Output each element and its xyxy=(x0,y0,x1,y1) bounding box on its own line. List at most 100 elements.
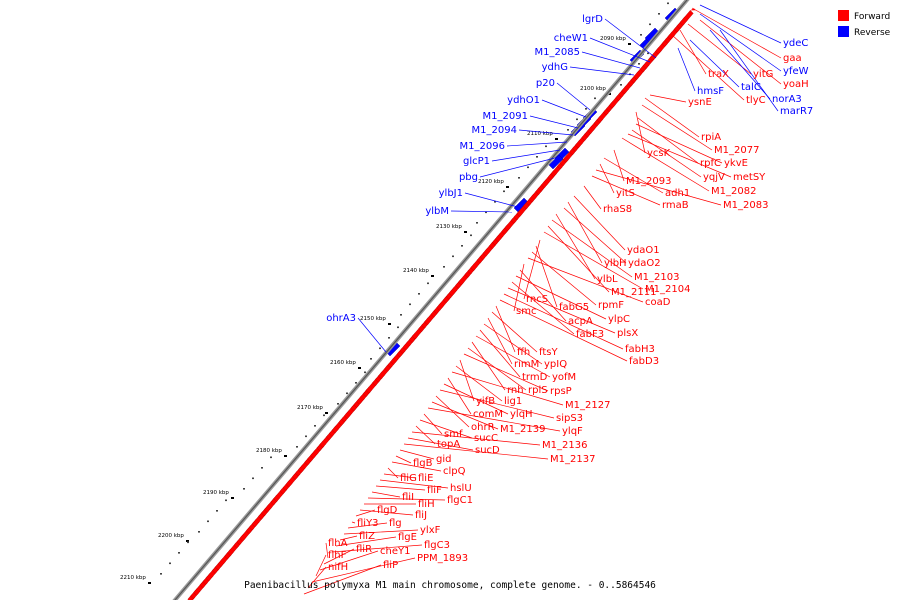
gene-label[interactable]: ypIQ xyxy=(544,359,567,370)
gene-label[interactable]: sucD xyxy=(475,445,500,456)
gene-label[interactable]: flhF xyxy=(328,550,347,561)
gene-label[interactable]: fliP xyxy=(383,560,398,571)
gene-label[interactable]: rpmF xyxy=(598,300,624,311)
gene-label[interactable]: fliH xyxy=(418,499,435,510)
gene-label[interactable]: sipS3 xyxy=(556,413,583,424)
gene-label[interactable]: fabF3 xyxy=(576,329,604,340)
gene-label[interactable]: fliZ xyxy=(359,531,375,542)
gene-label[interactable]: fliG xyxy=(400,473,417,484)
gene-label[interactable]: rpsP xyxy=(550,386,572,397)
gene-label[interactable]: smc xyxy=(516,306,536,317)
gene-label[interactable]: M1_2093 xyxy=(626,176,671,187)
gene-label[interactable]: sucC xyxy=(474,433,498,444)
gene-label[interactable]: adh1 xyxy=(665,188,690,199)
gene-label[interactable]: ykvE xyxy=(724,158,748,169)
gene-label[interactable]: rpiA xyxy=(701,132,721,143)
gene-label[interactable]: yofM xyxy=(552,372,576,383)
gene-label[interactable]: M1_2077 xyxy=(714,145,759,156)
gene-label[interactable]: gaa xyxy=(783,53,802,64)
gene-label[interactable]: hmsF xyxy=(697,86,724,97)
gene-label[interactable]: rimM xyxy=(514,359,539,370)
gene-label[interactable]: marR7 xyxy=(780,106,813,117)
gene-label[interactable]: ohrA3 xyxy=(326,313,356,324)
gene-label[interactable]: ohrR xyxy=(471,422,495,433)
gene-label[interactable]: yqjV xyxy=(703,172,725,183)
gene-label[interactable]: rpfC xyxy=(700,158,721,169)
gene-label[interactable]: yitS xyxy=(616,188,635,199)
gene-label[interactable]: ylbH xyxy=(604,258,627,269)
gene-label[interactable]: M1_2091 xyxy=(483,111,528,122)
gene-label[interactable]: plsX xyxy=(617,328,638,339)
gene-label[interactable]: yifB xyxy=(476,396,495,407)
gene-label[interactable]: acpA xyxy=(568,316,593,327)
gene-label[interactable]: tlyC xyxy=(746,95,766,106)
gene-label[interactable]: M1_2111 xyxy=(611,287,656,298)
gene-label[interactable]: norA3 xyxy=(772,94,802,105)
gene-label[interactable]: M1_2083 xyxy=(723,200,768,211)
gene-label[interactable]: lig1 xyxy=(504,396,522,407)
gene-label[interactable]: ylbL xyxy=(597,274,618,285)
gene-label[interactable]: ysnE xyxy=(688,97,712,108)
gene-label[interactable]: clpQ xyxy=(443,466,466,477)
gene-label[interactable]: nifH xyxy=(328,562,348,573)
gene-label[interactable]: pbg xyxy=(459,172,478,183)
gene-label[interactable]: coaD xyxy=(645,297,671,308)
gene-label[interactable]: M1_2127 xyxy=(565,400,610,411)
gene-label[interactable]: ylxF xyxy=(420,525,441,536)
gene-label[interactable]: ydhG xyxy=(542,62,568,73)
gene-label[interactable]: traX xyxy=(708,69,729,80)
gene-label[interactable]: M1_2137 xyxy=(550,454,595,465)
gene-label[interactable]: topA xyxy=(437,439,460,450)
gene-label[interactable]: M1_2096 xyxy=(460,141,505,152)
gene-label[interactable]: trmD xyxy=(522,372,548,383)
gene-label[interactable]: smf xyxy=(444,429,463,440)
gene-label[interactable]: glcP1 xyxy=(463,156,490,167)
gene-label[interactable]: ylqH xyxy=(510,409,533,420)
gene-label[interactable]: PPM_1893 xyxy=(417,553,468,564)
gene-label[interactable]: flgC1 xyxy=(447,495,473,506)
gene-label[interactable]: fliY3 xyxy=(357,518,379,529)
gene-label[interactable]: ydaO1 xyxy=(627,245,660,256)
gene-label[interactable]: fabH3 xyxy=(625,344,655,355)
gene-label[interactable]: flg xyxy=(389,518,402,529)
gene-label[interactable]: metSY xyxy=(733,172,766,183)
gene-label[interactable]: p20 xyxy=(536,78,555,89)
gene-label[interactable]: fliR xyxy=(356,544,372,555)
gene-label[interactable]: ylbJ1 xyxy=(439,188,463,199)
gene-label[interactable]: fliF xyxy=(427,485,442,496)
gene-label[interactable]: fliE xyxy=(418,473,433,484)
gene-label[interactable]: ydeC xyxy=(783,38,808,49)
gene-label[interactable]: M1_2104 xyxy=(645,284,690,295)
gene-label[interactable]: yitG xyxy=(753,69,773,80)
gene-label[interactable]: ylqF xyxy=(562,426,583,437)
gene-label[interactable]: ffh xyxy=(517,347,530,358)
gene-label[interactable]: ydhO1 xyxy=(507,95,540,106)
gene-label[interactable]: M1_2085 xyxy=(535,47,580,58)
gene-label[interactable]: M1_2094 xyxy=(472,125,517,136)
gene-label[interactable]: rncS xyxy=(526,294,548,305)
gene-label[interactable]: cheY1 xyxy=(380,546,410,557)
gene-label[interactable]: rplS xyxy=(528,385,548,396)
gene-label[interactable]: yoaH xyxy=(783,79,809,90)
gene-label[interactable]: ydaO2 xyxy=(628,258,661,269)
gene-label[interactable]: flgC3 xyxy=(424,540,450,551)
gene-label[interactable]: rnh xyxy=(507,385,524,396)
gene-label[interactable]: flgD xyxy=(377,505,398,516)
gene-label[interactable]: lgrD xyxy=(582,14,603,25)
gene-label[interactable]: comM xyxy=(473,409,503,420)
gene-label[interactable]: fabG5 xyxy=(559,302,589,313)
gene-label[interactable]: M1_2082 xyxy=(711,186,756,197)
gene-label[interactable]: rhaS8 xyxy=(603,204,632,215)
gene-label[interactable]: yfeW xyxy=(783,66,809,77)
gene-label[interactable]: ylpC xyxy=(608,314,630,325)
gene-label[interactable]: ycsK xyxy=(647,148,671,159)
gene-label[interactable]: M1_2139 xyxy=(500,424,545,435)
gene-label[interactable]: flhA xyxy=(328,538,348,549)
gene-label[interactable]: gid xyxy=(436,454,451,465)
gene-label[interactable]: flgB xyxy=(413,458,433,469)
gene-label[interactable]: flgE xyxy=(398,532,417,543)
gene-label[interactable]: ylbM xyxy=(425,206,449,217)
gene-label[interactable]: rmaB xyxy=(662,200,689,211)
gene-label[interactable]: hslU xyxy=(450,483,472,494)
gene-label[interactable]: fliI xyxy=(402,492,414,503)
